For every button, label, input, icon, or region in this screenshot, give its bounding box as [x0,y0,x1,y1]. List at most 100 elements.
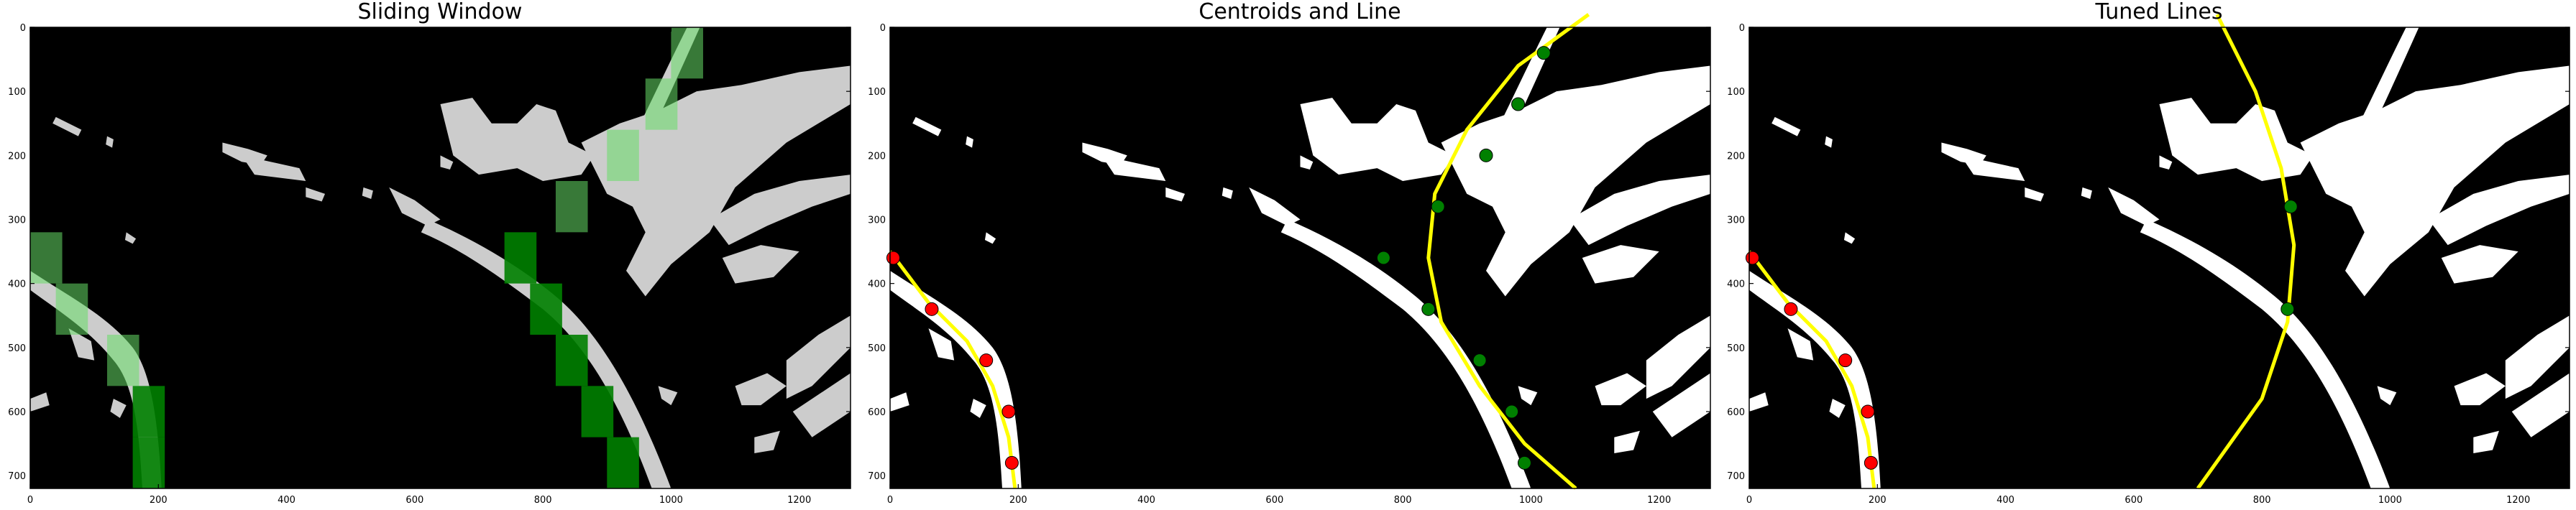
panel-title: Centroids and Line [1198,0,1401,24]
right-centroid [1421,302,1436,316]
panel-title: Sliding Window [358,0,523,24]
panel-sliding-window: 0 200 400 600 800 1000 1200 0 100 200 300 400 500 600… [8,0,851,506]
axes: 0 200 400 600 800 1000 1200 0 100 200 300 400 500 600… [868,23,1710,506]
panel-tuned-lines: 0 200 400 600 800 1000 1200 0 100 200 300 400 500 600… [1727,0,2570,506]
y-tick-label: 200 [1727,151,1745,162]
right-centroid [1376,251,1390,265]
y-tick-label: 700 [868,471,886,482]
y-tick-label: 200 [868,151,886,162]
left-centroid [1004,455,1019,470]
sliding-window-rect [132,437,165,488]
left-centroid [886,251,900,265]
y-tick-label: 600 [8,407,26,418]
panel-title: Tuned Lines [2095,0,2223,24]
panel-centroids-and-line: 0 200 400 600 800 1000 1200 0 100 200 300 400 500 600… [868,0,1711,506]
right-centroid [1431,200,1445,214]
y-tick-label: 100 [8,87,26,98]
x-tick-label: 200 [1869,495,1887,506]
right-centroid [2283,200,2298,214]
right-centroid [1505,404,1519,419]
centroids [886,46,1551,470]
x-tick-label: 400 [1997,495,2014,506]
x-tick-label: 1000 [1519,495,1543,506]
fit-line [889,250,1017,489]
x-tick-label: 1000 [659,495,683,506]
y-tick-label: 0 [880,23,886,34]
y-tick-label: 100 [868,87,886,98]
sliding-window-rect [504,232,537,284]
x-tick-label: 600 [405,495,423,506]
y-tick-label: 0 [1739,23,1745,34]
x-tick-label: 200 [1009,495,1027,506]
sliding-window-rect [607,129,639,181]
y-tick-label: 300 [868,215,886,226]
right-centroid [2281,302,2295,316]
x-tick-label: 600 [2124,495,2142,506]
axes: 0 200 400 600 800 1000 1200 0 100 200 300 400 500 600… [8,23,851,506]
right-centroid [1536,46,1551,60]
x-tick-label: 400 [278,495,295,506]
y-tick-label: 400 [8,279,26,290]
x-tick-label: 800 [1394,495,1412,506]
x-tick-label: 800 [534,495,552,506]
left-centroid [1784,302,1798,316]
x-tick-label: 0 [1746,495,1752,506]
plot-frame [889,27,1711,489]
fit-line [1748,250,1876,489]
right-centroid [1517,455,1531,470]
fit-line [2196,14,2296,490]
sliding-window-rect [581,386,614,437]
left-centroid [1745,251,1759,265]
y-tick-label: 700 [8,471,26,482]
sliding-windows [30,27,703,488]
y-tick-label: 400 [1727,279,1745,290]
y-tick-label: 500 [1727,343,1745,354]
x-tick-label: 0 [27,495,33,506]
sliding-window-rect [30,232,63,284]
left-centroid [1861,404,1875,419]
x-tick-label: 800 [2253,495,2271,506]
sliding-window-rect [607,437,639,488]
left-centroid [1001,404,1016,419]
x-tick-label: 200 [150,495,168,506]
right-centroid [1479,148,1493,162]
sliding-window-rect [645,78,678,130]
fit-lines [1748,14,2296,490]
y-tick-label: 600 [1727,407,1745,418]
sliding-window-rect [555,181,588,233]
y-tick-label: 500 [868,343,886,354]
x-tick-label: 0 [887,495,893,506]
sliding-window-rect [555,335,588,386]
fit-line [1426,13,1590,490]
sliding-window-rect [132,386,165,437]
y-tick-label: 300 [1727,215,1745,226]
y-tick-label: 300 [8,215,26,226]
x-tick-label: 1200 [787,495,811,506]
axes: 0 200 400 600 800 1000 1200 0 100 200 300 400 500 600… [1727,23,2570,506]
plot-frame [29,27,851,489]
y-tick-label: 200 [8,151,26,162]
sliding-window-rect [55,283,88,335]
sliding-window-rect [106,335,139,386]
sliding-window-rect [530,283,562,335]
plot-frame [1748,27,2570,489]
y-tick-label: 0 [20,23,26,34]
y-tick-label: 400 [868,279,886,290]
fit-lines [889,13,1590,490]
y-tick-label: 100 [1727,87,1745,98]
x-tick-label: 600 [1265,495,1283,506]
x-tick-label: 1200 [2506,495,2530,506]
x-tick-label: 1200 [1647,495,1671,506]
x-tick-label: 1000 [2378,495,2402,506]
sliding-window-rect [671,27,703,79]
y-tick-label: 600 [868,407,886,418]
y-tick-label: 700 [1727,471,1745,482]
right-centroid [1511,97,1526,111]
left-centroid [1864,455,1878,470]
x-tick-label: 400 [1137,495,1155,506]
y-tick-label: 500 [8,343,26,354]
left-centroid [1838,353,1853,368]
left-centroid [925,302,939,316]
right-centroid [1472,353,1487,368]
